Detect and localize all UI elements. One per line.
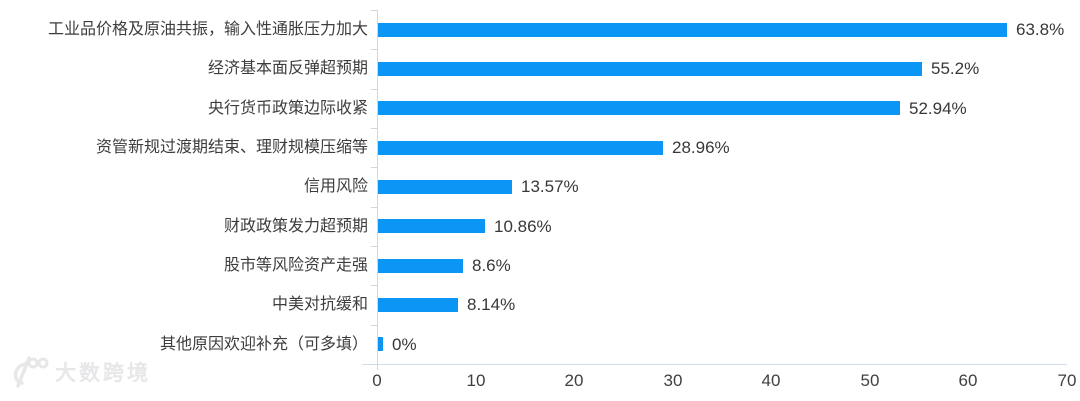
category-axis-tick [371,128,377,129]
value-label: 13.57% [521,177,579,197]
bar [378,259,463,273]
value-axis-tick-label: 20 [564,371,584,390]
bar [378,180,512,194]
category-axis-tick [371,10,377,11]
category-axis-line [377,10,378,370]
value-label: 63.8% [1016,20,1065,39]
dashukuajing-logo-icon [13,356,49,388]
value-label: 8.14% [467,295,516,315]
category-label: 经济基本面反弹超预期 [207,60,368,78]
value-label: 55.2% [931,59,980,79]
category-axis-tick [371,364,377,365]
value-label: 0% [392,334,417,354]
category-label: 中美对抗缓和 [271,296,368,314]
value-axis-tick-label: 60 [958,371,978,390]
value-axis-tick-label: 70 [1057,371,1077,390]
watermark: 大数跨境 [6,355,151,388]
category-axis-tick [371,325,377,326]
category-axis-tick [371,246,377,247]
bar [378,337,383,351]
category-label: 信用风险 [303,178,368,196]
value-axis-tick-label: 40 [761,371,781,390]
category-axis-tick [371,285,377,286]
category-axis-tick [371,89,377,90]
value-label: 28.96% [672,138,730,157]
watermark-text: 大数跨境 [55,361,151,385]
value-label: 10.86% [494,216,552,236]
category-label: 股市等风险资产走强 [223,257,368,274]
bar [378,23,1007,37]
value-axis-tick-label: 10 [466,371,486,390]
value-label: 8.6% [472,256,511,275]
category-label: 资管新规过渡期结束、理财规模压缩等 [95,139,368,156]
bar [378,101,900,115]
bar [378,62,922,76]
category-axis-tick [371,167,377,168]
category-label: 工业品价格及原油共振，输入性通胀压力加大 [47,21,368,38]
value-axis-tick-label: 0 [372,371,382,390]
bar [378,298,458,312]
value-label: 52.94% [909,98,967,118]
category-axis-tick [371,207,377,208]
value-axis-tick-label: 50 [860,371,880,390]
category-label: 其他原因欢迎补充（可多填） [159,335,368,353]
category-label: 财政政策发力超预期 [223,217,368,235]
category-label: 央行货币政策边际收紧 [207,99,368,117]
bar [378,219,485,233]
value-axis-line [362,364,1067,365]
category-axis-tick [371,49,377,50]
bar [378,141,663,155]
value-axis-tick-label: 30 [663,371,683,390]
